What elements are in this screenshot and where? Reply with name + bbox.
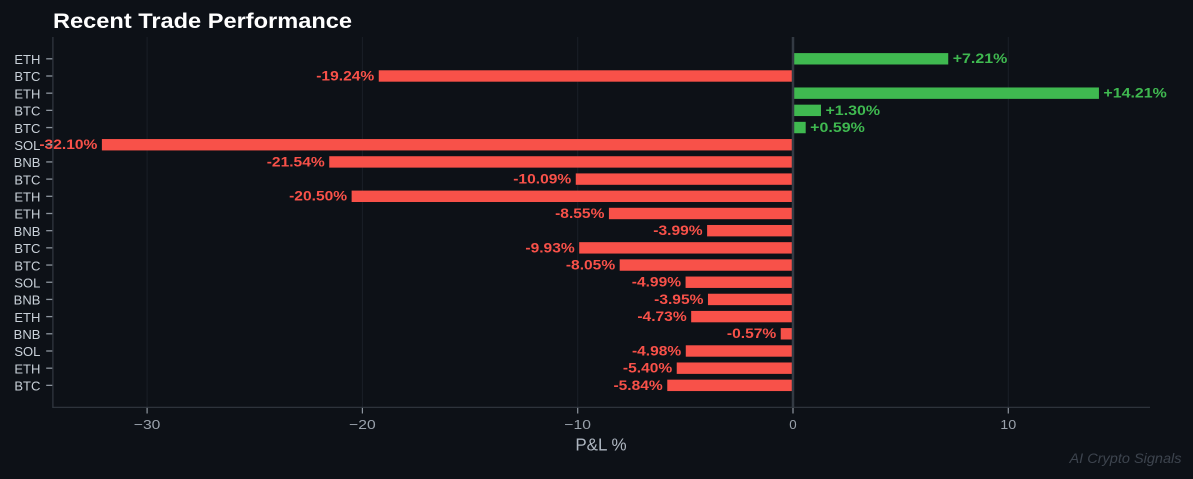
svg-text:ETH: ETH bbox=[14, 52, 40, 67]
svg-text:BNB: BNB bbox=[14, 293, 41, 308]
svg-text:SOL: SOL bbox=[14, 344, 40, 359]
svg-text:-5.84%: -5.84% bbox=[613, 377, 662, 393]
svg-text:ETH: ETH bbox=[14, 310, 40, 325]
svg-text:-5.40%: -5.40% bbox=[623, 360, 672, 376]
svg-text:-8.05%: -8.05% bbox=[566, 256, 615, 272]
svg-text:-3.95%: -3.95% bbox=[654, 291, 703, 307]
svg-text:−10: −10 bbox=[564, 417, 591, 432]
svg-text:AI Crypto Signals: AI Crypto Signals bbox=[1068, 451, 1181, 467]
svg-text:BNB: BNB bbox=[14, 224, 41, 239]
svg-text:-0.57%: -0.57% bbox=[727, 325, 776, 341]
svg-text:BNB: BNB bbox=[14, 327, 41, 342]
svg-text:-4.99%: -4.99% bbox=[632, 274, 681, 290]
svg-text:-8.55%: -8.55% bbox=[555, 205, 604, 221]
svg-text:SOL: SOL bbox=[14, 138, 40, 153]
svg-text:10: 10 bbox=[1000, 417, 1016, 432]
svg-text:-20.50%: -20.50% bbox=[289, 188, 347, 204]
svg-text:BTC: BTC bbox=[14, 172, 40, 187]
svg-text:SOL: SOL bbox=[14, 275, 40, 290]
svg-text:ETH: ETH bbox=[14, 361, 40, 376]
svg-text:+1.30%: +1.30% bbox=[825, 102, 880, 118]
svg-text:+0.59%: +0.59% bbox=[810, 119, 865, 135]
svg-text:BTC: BTC bbox=[14, 121, 40, 136]
svg-text:ETH: ETH bbox=[14, 86, 40, 101]
svg-text:-3.99%: -3.99% bbox=[653, 222, 702, 238]
svg-text:−30: −30 bbox=[134, 417, 161, 432]
svg-text:-21.54%: -21.54% bbox=[267, 153, 325, 169]
svg-text:BNB: BNB bbox=[14, 155, 41, 170]
svg-text:P&L %: P&L % bbox=[575, 435, 626, 455]
svg-text:BTC: BTC bbox=[14, 104, 40, 119]
svg-text:BTC: BTC bbox=[14, 258, 40, 273]
svg-text:Recent Trade Performance: Recent Trade Performance bbox=[53, 9, 352, 33]
svg-text:ETH: ETH bbox=[14, 207, 40, 222]
svg-text:-19.24%: -19.24% bbox=[316, 67, 374, 83]
svg-text:+14.21%: +14.21% bbox=[1103, 85, 1166, 101]
svg-text:-10.09%: -10.09% bbox=[513, 171, 571, 187]
svg-text:BTC: BTC bbox=[14, 379, 40, 394]
svg-text:-4.98%: -4.98% bbox=[632, 342, 681, 358]
svg-text:-9.93%: -9.93% bbox=[525, 239, 574, 255]
svg-text:0: 0 bbox=[789, 417, 796, 432]
svg-text:BTC: BTC bbox=[14, 69, 40, 84]
svg-text:-32.10%: -32.10% bbox=[39, 136, 97, 152]
svg-text:-4.73%: -4.73% bbox=[637, 308, 686, 324]
svg-text:ETH: ETH bbox=[14, 190, 40, 205]
svg-text:−20: −20 bbox=[349, 417, 376, 432]
svg-text:BTC: BTC bbox=[14, 241, 40, 256]
svg-text:+7.21%: +7.21% bbox=[953, 50, 1008, 66]
